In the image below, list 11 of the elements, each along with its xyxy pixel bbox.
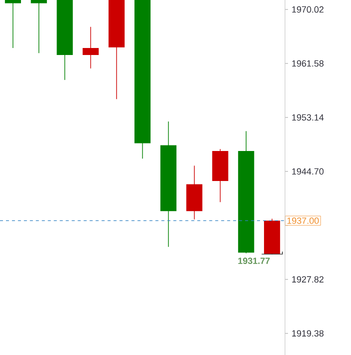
- y-tick-label: 1944.70: [292, 168, 324, 175]
- annotation: 1931.77: [238, 258, 270, 264]
- candlestick: [82, 26, 99, 69]
- y-tick-label: 1919.38: [292, 330, 324, 337]
- candlestick: [4, 0, 21, 48]
- ref-line-label: 1937.00: [287, 217, 319, 224]
- y-tick-label: 1970.02: [292, 6, 324, 13]
- y-tick-label: 1927.82: [292, 276, 324, 283]
- candlestick: [30, 0, 47, 54]
- y-tick-label: 1961.58: [292, 60, 324, 67]
- y-tick-label: 1953.14: [292, 114, 324, 121]
